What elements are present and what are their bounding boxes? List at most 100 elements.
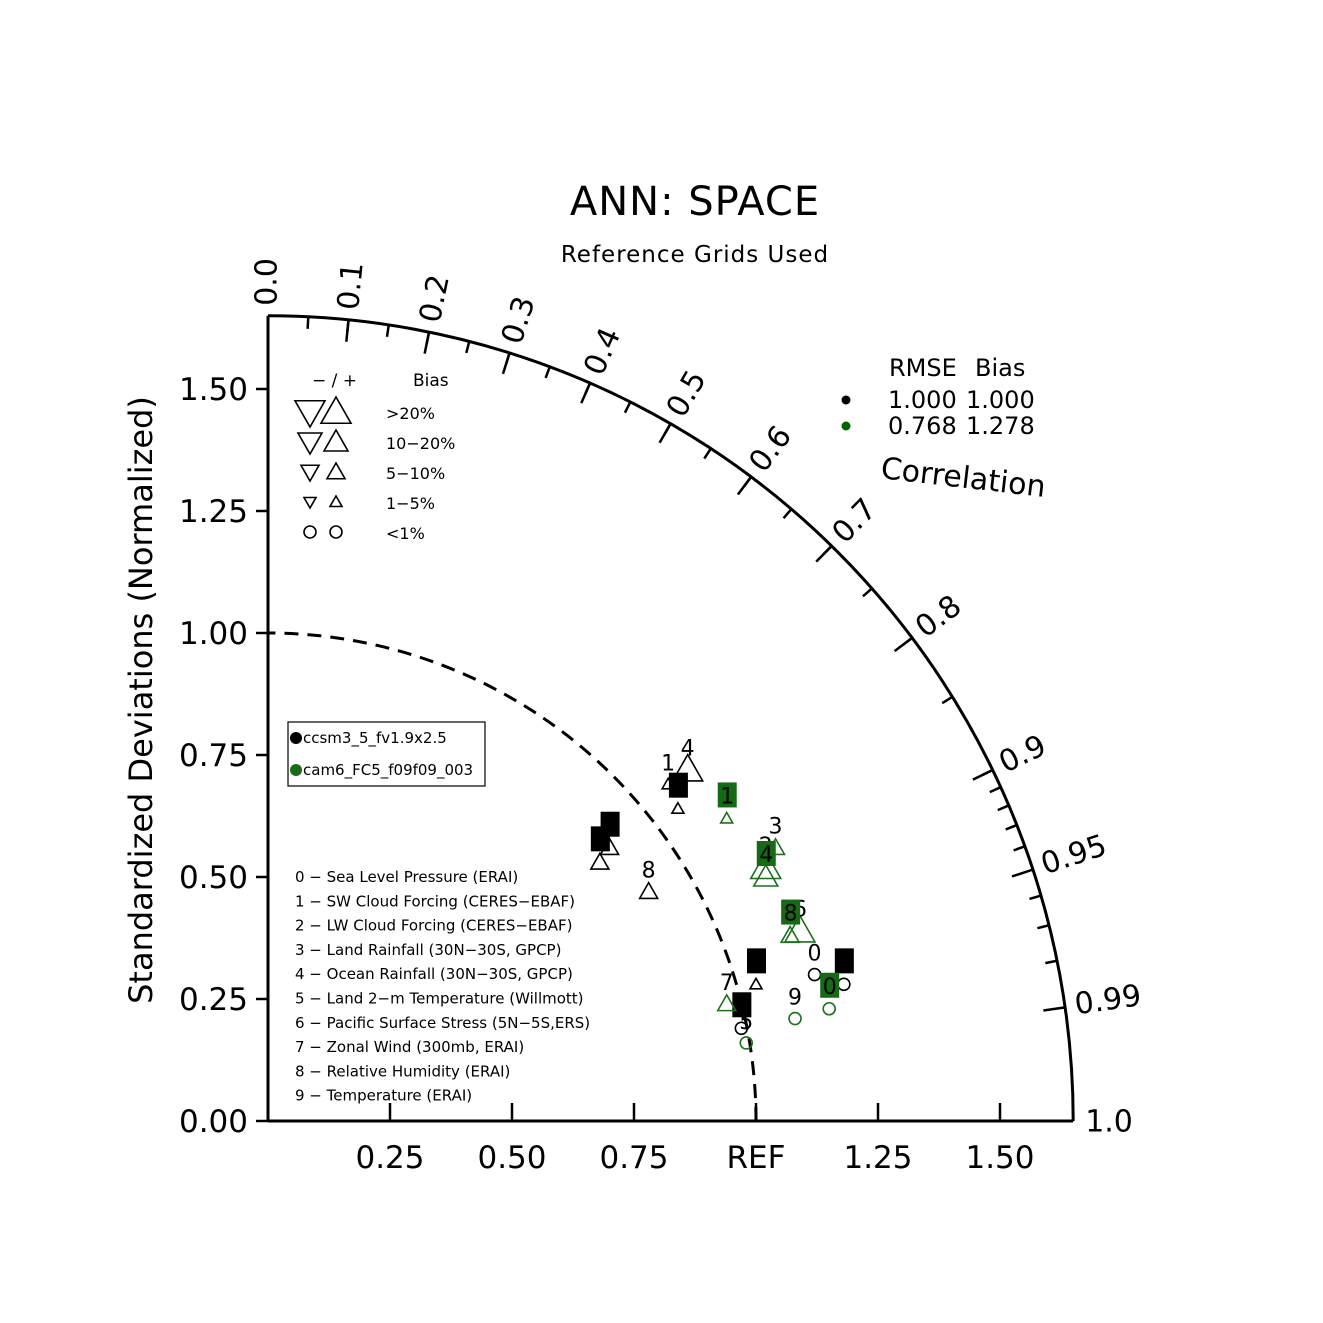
bias-legend-row-label: 5−10% xyxy=(386,464,445,483)
corr-major-tick xyxy=(580,382,592,404)
marker-circle xyxy=(739,1036,754,1050)
point-label: 7 xyxy=(720,971,734,996)
corr-minor-tick xyxy=(1037,924,1050,930)
corr-tick-label: 1.0 xyxy=(1085,1105,1133,1140)
point-label: 9 xyxy=(788,986,802,1011)
variable-list-item: 6 − Pacific Surface Stress (5N−5S,ERS) xyxy=(295,1014,590,1032)
bias-value: 1.000 xyxy=(966,386,1035,414)
corr-tick-label: 0.9 xyxy=(994,728,1052,780)
rmse-value: 1.000 xyxy=(888,386,957,414)
corr-minor-tick xyxy=(623,401,632,414)
marker-triangle-up xyxy=(752,863,780,887)
point-label: 9 xyxy=(837,950,851,975)
data-point: 2 xyxy=(668,772,688,814)
data-point: 0 xyxy=(807,942,822,982)
variable-list-item: 3 − Land Rainfall (30N−30S, GPCP) xyxy=(295,941,561,959)
marker-triangle-up xyxy=(748,976,764,990)
y-tick-label: 1.00 xyxy=(179,616,248,652)
corr-major-tick xyxy=(345,319,350,342)
marker-circle xyxy=(807,967,822,982)
corr-minor-tick xyxy=(997,804,1010,812)
marker-circle xyxy=(734,1021,749,1036)
corr-major-tick xyxy=(736,476,753,496)
point-label: 4 xyxy=(759,843,773,868)
bias-legend-row-label: 1−5% xyxy=(386,494,435,513)
case-legend-label: cam6_FC5_f09f09_003 xyxy=(303,761,473,780)
y-tick-label: 0.75 xyxy=(179,738,248,774)
data-point: 8 xyxy=(638,859,660,900)
bias-legend-row-label: 10−20% xyxy=(386,434,455,453)
point-label: 1 xyxy=(720,784,734,809)
corr-minor-tick xyxy=(465,341,471,354)
corr-major-tick xyxy=(815,545,833,563)
data-point: 4 xyxy=(752,841,780,887)
point-label: 5 xyxy=(739,1010,753,1035)
point-label: 4 xyxy=(681,737,695,762)
variable-list-item: 4 − Ocean Rainfall (30N−30S, GPCP) xyxy=(295,965,573,983)
marker-circle xyxy=(837,977,851,992)
corr-tick-label: 0.7 xyxy=(825,492,883,551)
marker-circle xyxy=(329,525,343,539)
point-label-box xyxy=(756,841,776,866)
corr-tick-label: 0.6 xyxy=(742,420,799,479)
data-point: 9 xyxy=(788,986,802,1026)
data-point: 5 xyxy=(739,1010,754,1050)
x-tick-label: 0.50 xyxy=(477,1140,546,1176)
point-label: 8 xyxy=(642,859,656,884)
marker-triangle-down xyxy=(296,432,324,456)
marker-triangle-up xyxy=(719,810,735,824)
variable-list: 0 − Sea Level Pressure (ERAI) 1 − SW Clou… xyxy=(295,868,590,1105)
bias-legend-row-label: <1% xyxy=(386,524,425,543)
marker-circle xyxy=(303,525,317,539)
point-label-box xyxy=(820,972,840,998)
corr-major-tick xyxy=(893,636,913,653)
marker-triangle-up xyxy=(783,914,817,943)
corr-minor-tick xyxy=(544,366,551,379)
case-legend-dot xyxy=(290,764,302,776)
bias-legend-sign-header: − / + xyxy=(312,371,357,391)
corr-major-tick xyxy=(501,352,511,375)
x-tick-label: 0.75 xyxy=(599,1140,668,1176)
case-legend-dot xyxy=(290,732,302,744)
corr-minor-tick xyxy=(1013,845,1026,852)
corr-tick-label: 0.95 xyxy=(1037,828,1111,882)
point-label-box xyxy=(747,948,766,974)
bias-legend-row-label: >20% xyxy=(386,404,435,423)
point-label: 7 xyxy=(750,950,764,975)
marker-circle xyxy=(822,1001,837,1016)
bias-value: 1.278 xyxy=(966,412,1035,440)
corr-minor-tick xyxy=(941,695,954,705)
corr-minor-tick xyxy=(703,447,712,460)
rmse-row-dot xyxy=(841,421,851,431)
corr-tick-label: 0.2 xyxy=(413,272,457,326)
data-point: 0 xyxy=(820,972,840,1016)
corr-tick-label: 0.3 xyxy=(495,292,543,348)
point-label: 5 xyxy=(735,994,749,1019)
marker-triangle-up xyxy=(325,461,347,480)
corr-tick-label: 0.1 xyxy=(331,261,371,312)
marker-triangle-up xyxy=(589,851,611,870)
x-tick-label: 0.25 xyxy=(355,1140,424,1176)
variable-list-item: 2 − LW Cloud Forcing (CERES−EBAF) xyxy=(295,917,572,935)
marker-triangle-up xyxy=(322,428,350,452)
correlation-axis-label: Correlation xyxy=(879,451,1047,505)
x-tick-label: 1.25 xyxy=(843,1140,912,1176)
corr-major-tick xyxy=(972,768,994,781)
marker-triangle-down xyxy=(302,496,318,510)
marker-triangle-up xyxy=(328,494,344,508)
chart-title: ANN: SPACE xyxy=(570,179,820,225)
data-point: 9 xyxy=(834,948,854,992)
corr-tick-label: 0.99 xyxy=(1072,978,1143,1022)
corr-tick-label: 0.0 xyxy=(250,258,285,306)
point-label-box xyxy=(732,992,752,1018)
rmse-value: 0.768 xyxy=(888,412,957,440)
point-label-box xyxy=(834,948,854,974)
point-label: 3 xyxy=(769,815,783,840)
point-label: 0 xyxy=(808,942,822,967)
y-tick-label: 1.50 xyxy=(179,372,248,408)
marker-circle xyxy=(788,1011,802,1026)
y-tick-label: 0.50 xyxy=(179,860,248,896)
data-point: 6 xyxy=(589,826,611,870)
y-tick-label: 0.00 xyxy=(179,1104,248,1140)
data-point: 5 xyxy=(732,992,752,1036)
